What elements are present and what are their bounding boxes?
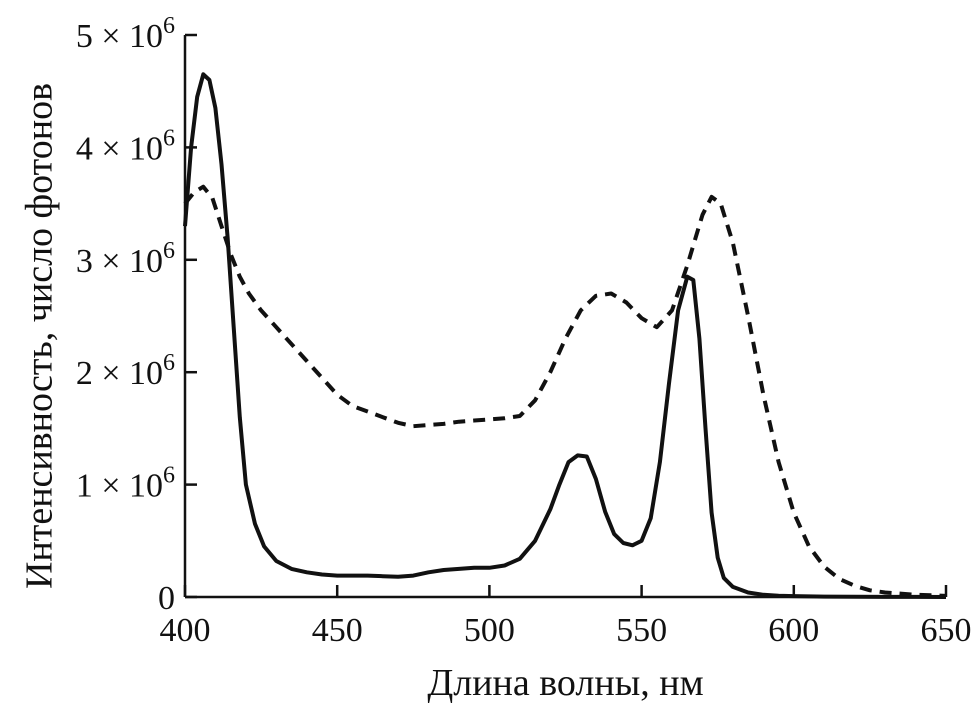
x-ticks: 400 450 500 550 600 650 — [160, 585, 972, 649]
x-tick-label: 600 — [768, 612, 819, 649]
y-tick-mantissa: 0 — [158, 580, 175, 617]
y-tick-exponent: 6 — [163, 13, 175, 39]
x-tick-label: 650 — [921, 612, 972, 649]
y-tick-mantissa: 3 × 10 — [76, 243, 163, 280]
y-tick-exponent: 6 — [163, 238, 175, 264]
y-tick-label: 2 × 106 — [76, 350, 175, 392]
y-tick-label: 3 × 106 — [76, 238, 175, 280]
series-line-solid — [183, 72, 947, 599]
series-group — [183, 72, 947, 599]
axes — [183, 35, 946, 599]
y-tick-mantissa: 2 × 10 — [76, 355, 163, 392]
y-tick-exponent: 6 — [163, 125, 175, 151]
y-tick-label: 4 × 106 — [76, 125, 175, 167]
y-tick-exponent: 6 — [163, 463, 175, 489]
y-tick-mantissa: 5 × 10 — [76, 18, 163, 55]
y-tick-exponent: 6 — [163, 350, 175, 376]
x-tick-label: 550 — [616, 612, 667, 649]
series-line-dashed — [183, 184, 947, 598]
x-tick-label: 450 — [312, 612, 363, 649]
x-axis-title: Длина волны, нм — [427, 662, 703, 704]
x-tick-label: 400 — [160, 612, 211, 649]
y-tick-mantissa: 4 × 10 — [76, 130, 163, 167]
y-tick-label: 1 × 106 — [76, 463, 175, 505]
x-tick-label: 500 — [464, 612, 515, 649]
y-tick-label: 0 — [158, 580, 175, 617]
y-tick-mantissa: 1 × 10 — [76, 468, 163, 505]
y-axis-title: Интенсивность, число фотонов — [18, 83, 60, 589]
y-tick-label: 5 × 106 — [76, 13, 175, 55]
